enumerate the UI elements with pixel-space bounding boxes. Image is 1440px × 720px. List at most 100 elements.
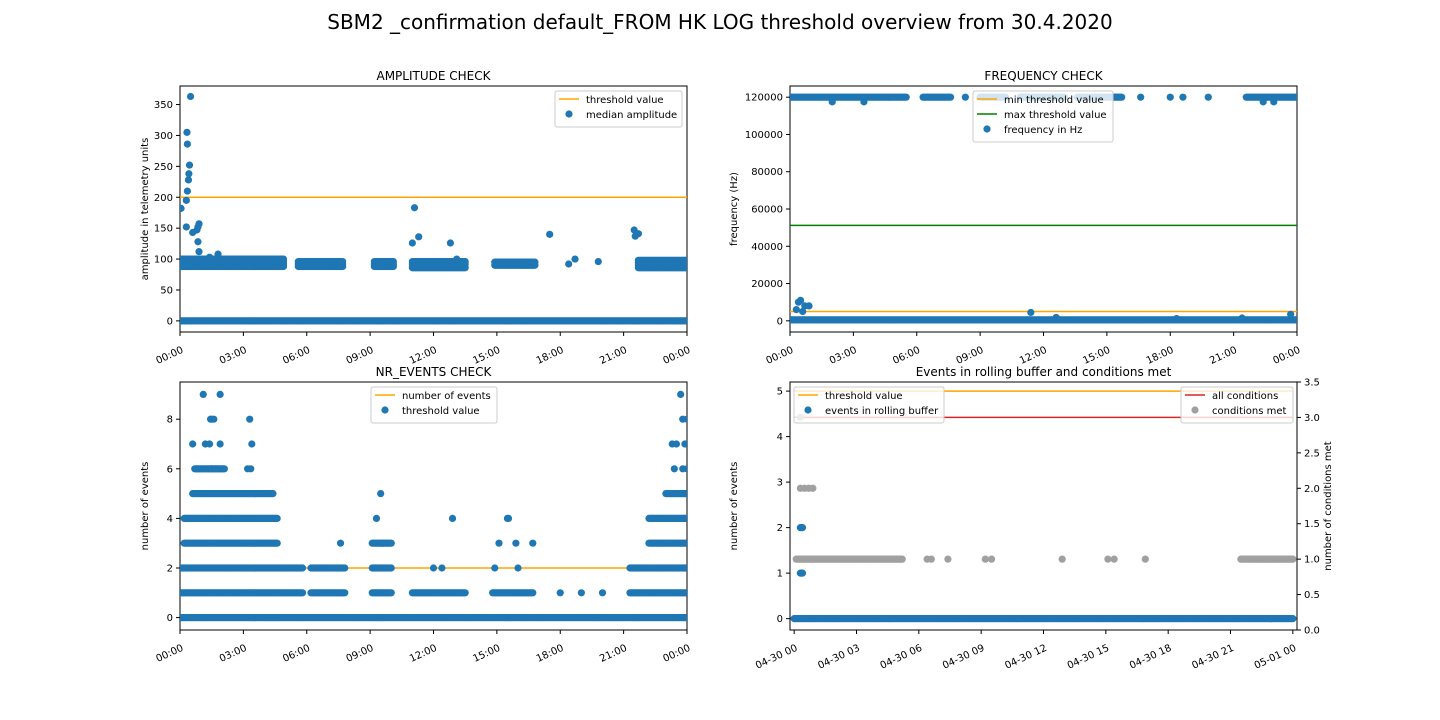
data-point bbox=[269, 490, 277, 498]
x-tick-label: 12:00 bbox=[1018, 345, 1049, 367]
y-right-tick-label: 0.5 bbox=[1304, 590, 1320, 601]
data-point bbox=[670, 465, 678, 473]
y-right-tick-label: 3.0 bbox=[1304, 413, 1320, 424]
data-point bbox=[186, 92, 195, 101]
data-point bbox=[799, 307, 807, 316]
data-point bbox=[531, 258, 539, 266]
data-point bbox=[279, 255, 288, 263]
data-point bbox=[183, 187, 191, 195]
data-point bbox=[512, 539, 520, 547]
data-point bbox=[195, 248, 203, 256]
y-tick-label: 350 bbox=[154, 100, 173, 111]
y-right-tick-label: 3.5 bbox=[1304, 378, 1320, 389]
legend-entry: min threshold value bbox=[1004, 95, 1104, 106]
data-point bbox=[898, 555, 906, 563]
legend-entry: median amplitude bbox=[586, 110, 677, 121]
legend-box bbox=[793, 386, 945, 424]
data-point bbox=[182, 223, 190, 231]
x-tick-label: 09:00 bbox=[955, 345, 986, 367]
chart-title: AMPLITUDE CHECK bbox=[376, 69, 491, 83]
y-right-tick-label: 2.0 bbox=[1304, 484, 1320, 495]
data-point bbox=[577, 589, 585, 597]
data-point bbox=[828, 98, 836, 106]
data-point bbox=[1204, 93, 1212, 101]
y-tick-label: 6 bbox=[167, 464, 173, 475]
y-axis-label: frequency (Hz) bbox=[729, 172, 740, 246]
data-point bbox=[598, 589, 607, 597]
data-point bbox=[214, 250, 222, 258]
y-tick-label: 20000 bbox=[751, 279, 783, 290]
data-point bbox=[438, 564, 446, 572]
y-tick-label: 0 bbox=[167, 316, 173, 327]
data-point bbox=[514, 564, 522, 572]
data-point bbox=[339, 257, 347, 266]
x-tick-label: 00:00 bbox=[154, 643, 185, 665]
y-tick-label: 100 bbox=[154, 255, 173, 266]
data-point bbox=[683, 514, 687, 522]
data-point bbox=[529, 539, 537, 547]
y-tick-label: 120000 bbox=[745, 93, 783, 104]
x-tick-label: 21:00 bbox=[598, 345, 629, 367]
data-point bbox=[944, 555, 952, 563]
y-tick-label: 60000 bbox=[751, 205, 783, 216]
data-point bbox=[448, 514, 457, 523]
data-point bbox=[461, 589, 469, 597]
data-point bbox=[446, 239, 454, 247]
frequency-check-axes: FREQUENCY CHECK0200004000060000800001000… bbox=[729, 69, 1302, 367]
chart-title: FREQUENCY CHECK bbox=[984, 69, 1103, 83]
data-point bbox=[216, 440, 224, 448]
data-point bbox=[205, 253, 214, 261]
y-tick-label: 1 bbox=[777, 569, 783, 580]
data-point bbox=[571, 255, 579, 263]
data-point bbox=[184, 176, 193, 184]
y-axis-label: number of events bbox=[729, 462, 740, 551]
y-tick-label: 0 bbox=[167, 613, 173, 624]
data-point bbox=[672, 440, 681, 448]
x-tick-label: 00:00 bbox=[661, 345, 692, 367]
y-tick-label: 5 bbox=[777, 387, 783, 398]
legend-box bbox=[1180, 386, 1294, 424]
data-point bbox=[504, 514, 513, 523]
x-tick-label: 04-30 15 bbox=[1066, 643, 1111, 672]
x-tick-label: 06:00 bbox=[891, 345, 922, 367]
data-point bbox=[1141, 555, 1149, 563]
data-layer bbox=[790, 390, 1297, 623]
data-point bbox=[860, 98, 868, 106]
data-point bbox=[185, 170, 193, 178]
figure-suptitle: SBM2 _confirmation default_FROM HK LOG t… bbox=[327, 10, 1112, 34]
data-point bbox=[410, 204, 419, 212]
legend-box bbox=[554, 90, 683, 128]
y-right-tick-label: 0.0 bbox=[1304, 626, 1320, 637]
x-tick-label: 06:00 bbox=[281, 345, 312, 367]
data-point bbox=[183, 140, 191, 148]
x-tick-label: 15:00 bbox=[1081, 345, 1112, 367]
data-point bbox=[683, 614, 687, 622]
x-tick-label: 21:00 bbox=[1208, 345, 1239, 367]
legend-box bbox=[370, 386, 498, 424]
data-layer bbox=[790, 93, 1297, 324]
data-layer bbox=[180, 390, 687, 622]
x-tick-label: 04-30 18 bbox=[1128, 643, 1173, 672]
data-point bbox=[194, 238, 202, 246]
data-point bbox=[902, 93, 910, 101]
x-tick-label: 21:00 bbox=[598, 643, 629, 665]
data-point bbox=[189, 440, 197, 448]
y-tick-label: 200 bbox=[154, 193, 173, 204]
data-point bbox=[389, 257, 397, 266]
chart-title: NR_EVENTS CHECK bbox=[376, 365, 493, 379]
data-point bbox=[796, 296, 805, 304]
data-point bbox=[1110, 555, 1118, 563]
x-tick-label: 04-30 00 bbox=[754, 643, 799, 672]
data-point bbox=[408, 239, 416, 247]
data-point bbox=[1027, 308, 1035, 317]
data-point bbox=[372, 514, 381, 523]
data-point bbox=[415, 233, 423, 241]
data-point bbox=[180, 204, 185, 212]
data-point bbox=[182, 196, 190, 204]
data-point bbox=[205, 440, 214, 448]
data-point bbox=[683, 317, 687, 325]
data-point bbox=[212, 465, 220, 473]
data-point bbox=[453, 255, 461, 263]
data-point bbox=[495, 539, 503, 547]
